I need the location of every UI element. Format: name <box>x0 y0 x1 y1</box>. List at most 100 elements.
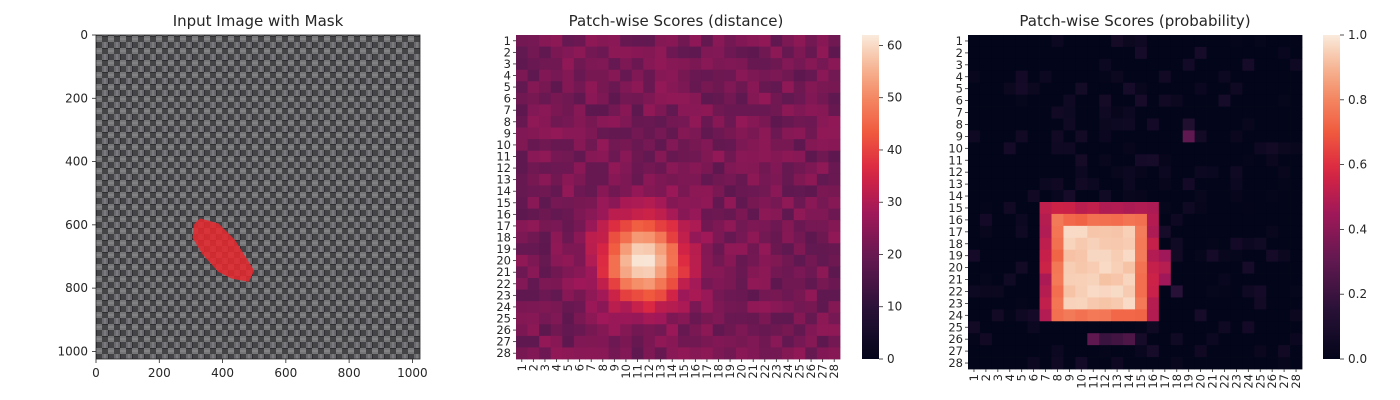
heatmap-cell <box>747 173 760 186</box>
x-tick-label: 14 <box>1122 374 1136 389</box>
heatmap-cell <box>608 347 621 360</box>
heatmap-cell <box>608 69 621 82</box>
heatmap-cell <box>724 116 737 128</box>
heatmap-cell <box>573 278 586 290</box>
heatmap-cell <box>1194 142 1207 155</box>
heatmap-cell <box>1266 225 1279 239</box>
heatmap-cell <box>1075 261 1088 274</box>
heatmap-cell <box>1230 357 1243 370</box>
heatmap-cell <box>1254 35 1267 48</box>
heatmap-cell <box>1170 297 1184 310</box>
x-tick-label: 0 <box>92 366 100 380</box>
heatmap-cell <box>1051 70 1064 84</box>
heatmap-cell <box>1146 202 1160 215</box>
heatmap-cell <box>1218 345 1231 358</box>
heatmap-cell <box>701 266 714 279</box>
heatmap-cell <box>666 127 679 140</box>
heatmap-cell <box>1230 225 1243 239</box>
heatmap-cell <box>1218 178 1231 191</box>
heatmap-cell <box>1266 261 1279 274</box>
heatmap-cell <box>1182 70 1196 84</box>
heatmap-cell <box>1087 261 1100 274</box>
x-tick-label: 7 <box>1039 374 1053 381</box>
heatmap-cell <box>747 150 760 163</box>
heatmap-cell <box>1158 237 1172 251</box>
heatmap-cell <box>585 104 598 117</box>
x-tick-label: 28 <box>1289 374 1303 389</box>
heatmap-cell <box>1218 333 1231 346</box>
heatmap-cell <box>979 202 993 215</box>
heatmap-cell <box>1254 190 1267 203</box>
heatmap-cell <box>678 220 690 233</box>
heatmap-cell <box>1051 249 1064 263</box>
heatmap-cell <box>712 208 725 221</box>
heatmap-cell <box>689 220 702 233</box>
heatmap-cell <box>516 69 528 82</box>
heatmap-cell <box>1135 357 1148 370</box>
heatmap-cell <box>991 249 1005 263</box>
heatmap-cell <box>1075 249 1088 263</box>
heatmap-cell <box>1146 142 1160 155</box>
heatmap-cell <box>1230 333 1243 346</box>
heatmap-cell <box>1051 46 1064 60</box>
heatmap-cell <box>1230 70 1243 84</box>
heatmap-cell <box>701 104 714 117</box>
x-tick-label: 3 <box>991 374 1005 381</box>
heatmap-cell <box>1015 249 1029 263</box>
heatmap-cell <box>782 116 795 128</box>
heatmap-cell <box>968 249 981 263</box>
y-tick-label: 4 <box>504 69 511 83</box>
heatmap-cell <box>562 162 575 175</box>
heatmap-cell <box>747 127 760 140</box>
heatmap-cell <box>678 347 690 360</box>
heatmap-cell <box>516 312 528 325</box>
heatmap-cell <box>1242 249 1255 263</box>
y-tick-label: 19 <box>948 249 963 263</box>
heatmap-cell <box>654 104 667 117</box>
heatmap-cell <box>550 312 563 325</box>
heatmap-cell <box>735 312 748 325</box>
heatmap-cell <box>701 173 714 186</box>
heatmap-cell <box>828 278 841 290</box>
heatmap-cell <box>782 289 795 302</box>
heatmap-cell <box>1063 249 1076 263</box>
heatmap-cell <box>689 150 702 163</box>
heatmap-cell <box>573 312 586 325</box>
heatmap-cell <box>1254 94 1267 107</box>
heatmap-cell <box>1099 178 1112 191</box>
heatmap-cell <box>1206 190 1219 203</box>
heatmap-cell <box>620 231 633 244</box>
heatmap-cell <box>527 92 540 105</box>
heatmap-cell <box>1290 58 1303 72</box>
heatmap-cell <box>1254 82 1267 96</box>
heatmap-cell <box>1039 297 1052 310</box>
heatmap-cell <box>770 104 783 117</box>
heatmap-cell <box>1051 35 1064 48</box>
heatmap-cell <box>828 81 841 94</box>
heatmap-cell <box>759 231 771 244</box>
heatmap-cell <box>1218 106 1231 119</box>
heatmap-cell <box>1003 178 1017 191</box>
heatmap-cell <box>1063 357 1076 370</box>
heatmap-cell <box>608 254 621 267</box>
heatmap-cell <box>1111 58 1124 72</box>
heatmap-cell <box>1087 82 1100 96</box>
heatmap-cell <box>689 266 702 279</box>
heatmap-cell <box>654 35 667 47</box>
heatmap-cell <box>562 35 575 47</box>
heatmap-cell <box>527 197 540 209</box>
heatmap-cell <box>770 162 783 175</box>
heatmap-cell <box>828 46 841 59</box>
heatmap-cell <box>573 162 586 175</box>
heatmap-cell <box>1063 190 1076 203</box>
heatmap-cell <box>1051 261 1064 274</box>
heatmap-cell <box>782 208 795 221</box>
heatmap-cell <box>516 173 528 186</box>
heatmap-cell <box>793 69 806 82</box>
heatmap-cell <box>539 301 552 314</box>
heatmap-cell <box>1111 130 1124 143</box>
heatmap-cell <box>1266 70 1279 84</box>
heatmap-cell <box>1266 333 1279 346</box>
heatmap-cell <box>816 266 829 279</box>
heatmap-cell <box>816 289 829 302</box>
